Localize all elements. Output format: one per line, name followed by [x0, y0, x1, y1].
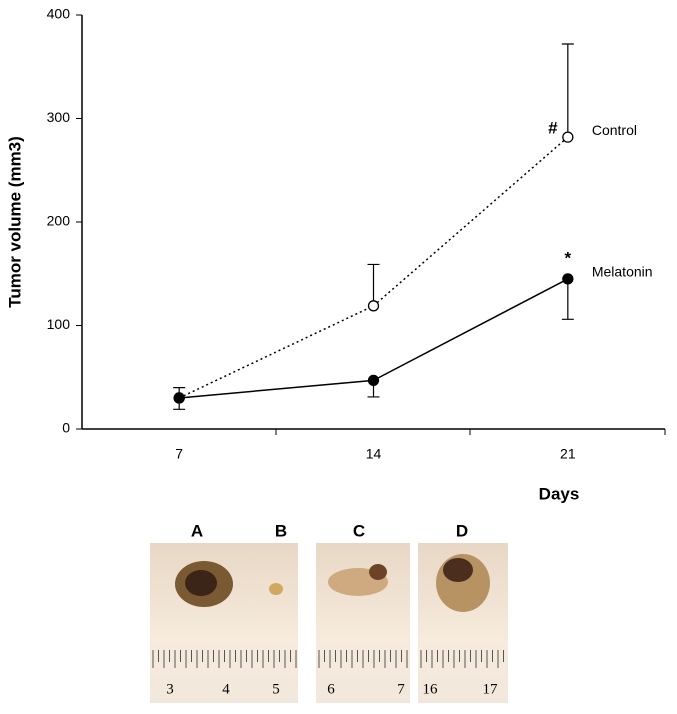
ruler-number: 5 — [272, 681, 280, 697]
y-axis-label: Tumor volume (mm3) — [5, 136, 24, 308]
point — [367, 300, 380, 312]
tumor — [269, 583, 283, 595]
ruler-number: 7 — [397, 681, 405, 697]
photo — [316, 543, 410, 703]
panel-label: D — [456, 521, 468, 540]
point — [173, 392, 185, 404]
annotation: * — [565, 248, 572, 267]
rulers — [152, 650, 504, 668]
tumor — [369, 564, 387, 580]
point — [562, 131, 574, 143]
y-tick-label: 200 — [47, 213, 71, 229]
panel-label: B — [275, 521, 287, 540]
ruler-number: 17 — [483, 681, 499, 697]
error-bar — [561, 278, 574, 320]
point — [562, 273, 574, 285]
series-label: Melatonin — [592, 264, 653, 280]
series-label: Control — [592, 122, 637, 138]
x-tick-label: 14 — [366, 446, 382, 462]
x-tick-label: 7 — [175, 446, 183, 462]
annotation: # — [548, 119, 558, 138]
ruler-number: 6 — [327, 681, 335, 697]
y-tick-label: 400 — [47, 6, 71, 22]
error-bar — [367, 263, 380, 306]
x-tick-label: 21 — [560, 446, 576, 462]
y-tick-label: 0 — [62, 420, 70, 436]
x-axis-label: Days — [539, 484, 580, 503]
ruler-number: 3 — [166, 681, 174, 697]
tumor — [443, 558, 473, 582]
point — [367, 374, 380, 387]
panel-label: C — [353, 521, 365, 540]
photos — [150, 543, 508, 703]
error-bar — [561, 43, 574, 138]
y-tick-label: 100 — [47, 316, 71, 332]
panel-label: A — [191, 521, 203, 540]
y-tick-label: 300 — [47, 109, 71, 125]
ruler-number: 16 — [423, 681, 439, 697]
ruler-number: 4 — [222, 681, 230, 697]
photo — [150, 543, 298, 703]
tumor — [185, 570, 217, 596]
